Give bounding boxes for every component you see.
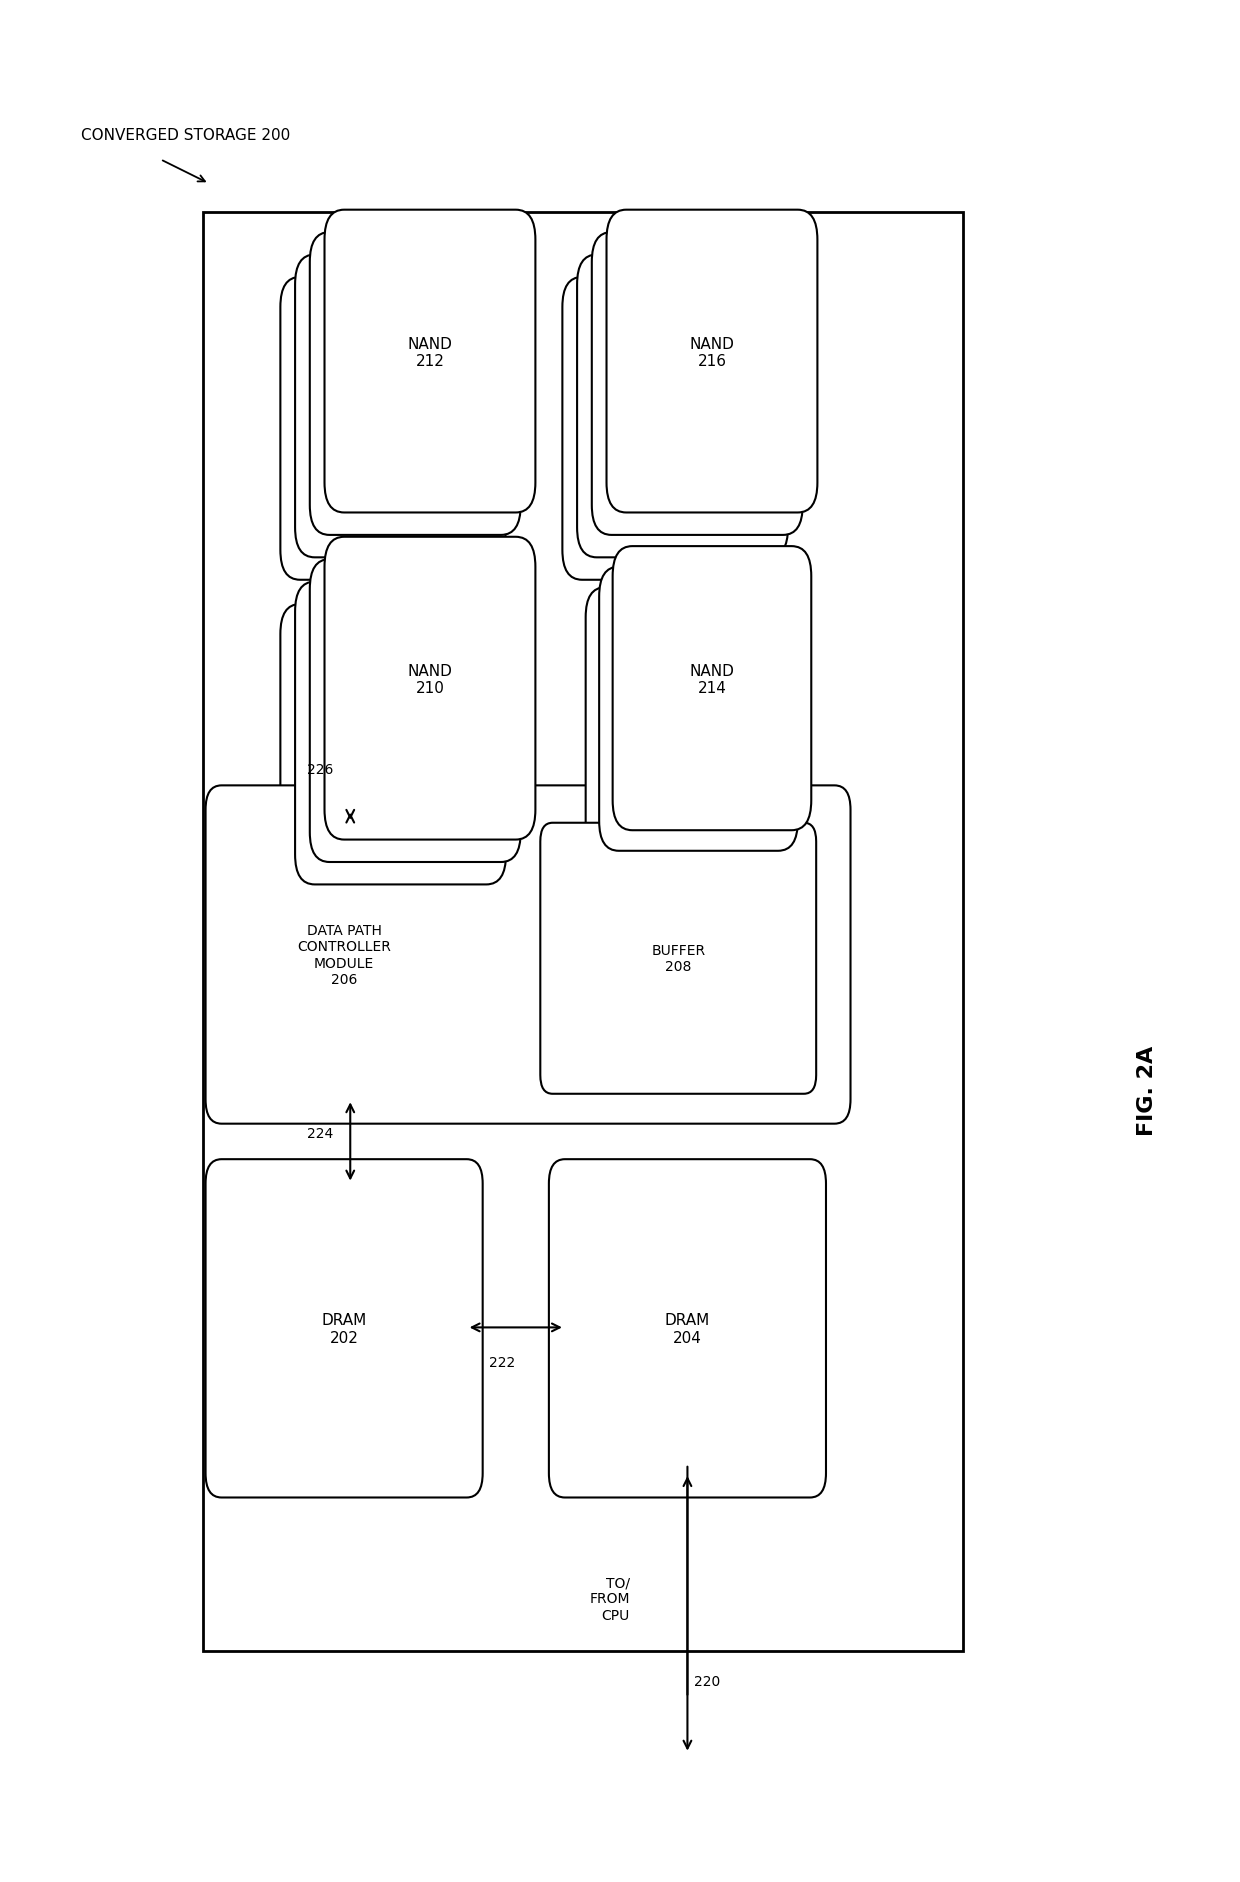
FancyBboxPatch shape xyxy=(585,587,784,871)
Text: DRAM
202: DRAM 202 xyxy=(321,1312,367,1346)
Text: 224: 224 xyxy=(308,1127,334,1140)
FancyBboxPatch shape xyxy=(206,1159,482,1498)
FancyBboxPatch shape xyxy=(591,233,802,536)
Text: 226: 226 xyxy=(308,762,334,775)
FancyBboxPatch shape xyxy=(606,211,817,514)
Text: 220: 220 xyxy=(693,1675,719,1688)
FancyBboxPatch shape xyxy=(563,279,774,580)
FancyBboxPatch shape xyxy=(295,256,506,559)
FancyBboxPatch shape xyxy=(549,1159,826,1498)
FancyBboxPatch shape xyxy=(206,787,851,1124)
Text: NAND
212: NAND 212 xyxy=(408,337,453,369)
FancyBboxPatch shape xyxy=(577,256,787,559)
FancyBboxPatch shape xyxy=(325,211,536,514)
FancyBboxPatch shape xyxy=(310,561,521,862)
FancyBboxPatch shape xyxy=(203,213,963,1651)
Text: BUFFER
208: BUFFER 208 xyxy=(651,943,706,973)
FancyBboxPatch shape xyxy=(541,822,816,1093)
Text: CONVERGED STORAGE 200: CONVERGED STORAGE 200 xyxy=(81,128,290,143)
Text: NAND
216: NAND 216 xyxy=(689,337,734,369)
Text: DRAM
204: DRAM 204 xyxy=(665,1312,711,1346)
Text: DATA PATH
CONTROLLER
MODULE
206: DATA PATH CONTROLLER MODULE 206 xyxy=(298,924,391,986)
FancyBboxPatch shape xyxy=(280,604,491,907)
FancyBboxPatch shape xyxy=(325,538,536,839)
FancyBboxPatch shape xyxy=(280,279,491,580)
Text: NAND
214: NAND 214 xyxy=(689,662,734,696)
Text: FIG. 2A: FIG. 2A xyxy=(1137,1045,1157,1135)
FancyBboxPatch shape xyxy=(599,566,797,851)
FancyBboxPatch shape xyxy=(295,582,506,885)
Text: NAND
210: NAND 210 xyxy=(408,662,453,696)
FancyBboxPatch shape xyxy=(310,233,521,536)
Text: TO/
FROM
CPU: TO/ FROM CPU xyxy=(589,1575,630,1622)
Text: 222: 222 xyxy=(489,1355,515,1370)
FancyBboxPatch shape xyxy=(613,548,811,830)
